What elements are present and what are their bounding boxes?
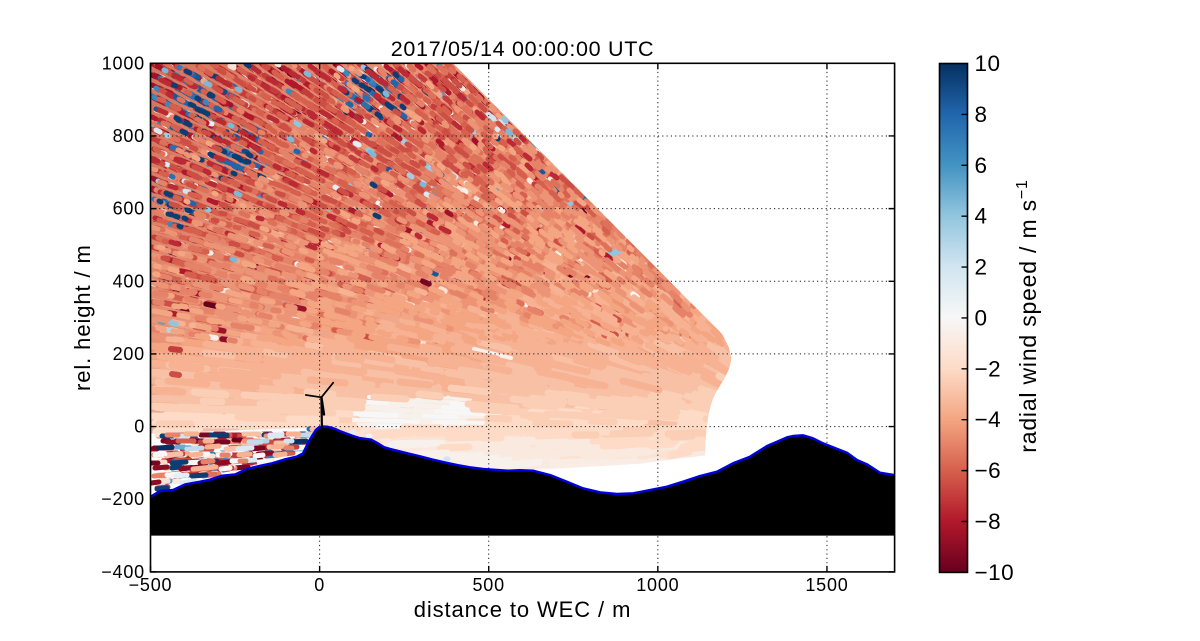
svg-text:−400: −400 <box>101 562 145 582</box>
svg-text:rel. height / m: rel. height / m <box>70 244 95 391</box>
svg-text:400: 400 <box>113 271 145 291</box>
svg-text:0: 0 <box>975 305 988 330</box>
svg-text:1000: 1000 <box>636 575 679 595</box>
svg-text:0: 0 <box>134 417 145 437</box>
svg-text:500: 500 <box>473 575 505 595</box>
svg-text:1000: 1000 <box>102 53 145 73</box>
svg-text:1500: 1500 <box>805 575 848 595</box>
svg-text:−500: −500 <box>129 575 173 595</box>
svg-text:10: 10 <box>975 51 1001 76</box>
svg-text:radial wind speed / m s−1: radial wind speed / m s−1 <box>1014 179 1041 452</box>
svg-text:4: 4 <box>975 204 988 229</box>
svg-text:6: 6 <box>975 153 988 178</box>
svg-text:−6: −6 <box>975 458 1002 483</box>
svg-text:−4: −4 <box>975 407 1002 432</box>
svg-text:200: 200 <box>113 344 145 364</box>
svg-text:8: 8 <box>975 102 988 127</box>
svg-text:−2: −2 <box>975 356 1002 381</box>
svg-text:2017/05/14 00:00:00 UTC: 2017/05/14 00:00:00 UTC <box>391 37 655 61</box>
svg-text:−200: −200 <box>101 489 145 509</box>
svg-text:800: 800 <box>113 126 145 146</box>
svg-text:−10: −10 <box>975 560 1015 585</box>
svg-text:−8: −8 <box>975 509 1002 534</box>
svg-text:600: 600 <box>113 199 145 219</box>
svg-text:distance to WEC / m: distance to WEC / m <box>414 597 632 622</box>
svg-text:0: 0 <box>314 575 325 595</box>
svg-text:2: 2 <box>975 255 988 280</box>
